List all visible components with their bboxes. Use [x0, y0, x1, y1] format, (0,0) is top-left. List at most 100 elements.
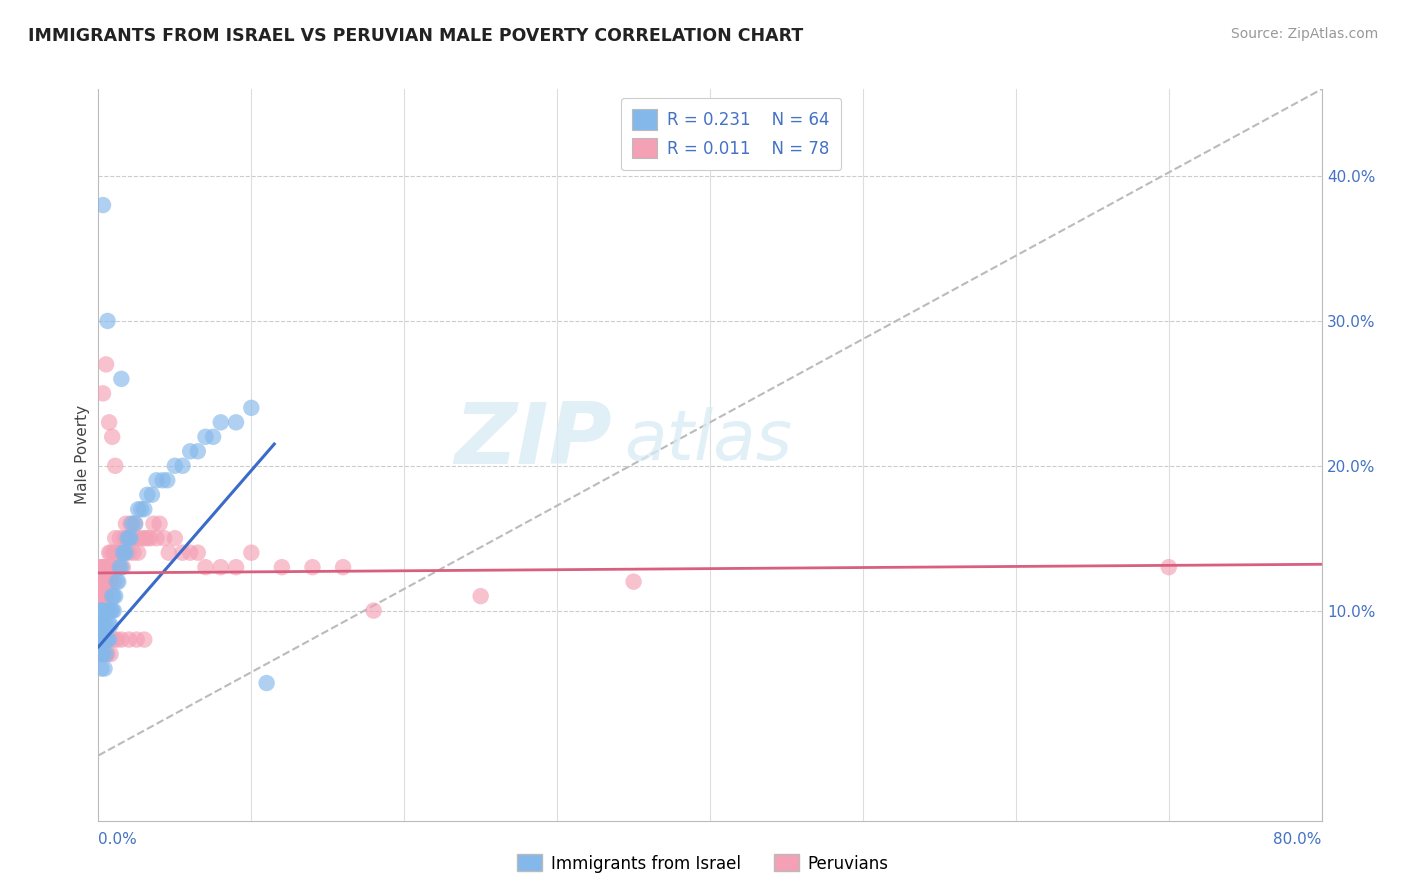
Point [111, 546, 134, 560]
Point [103, 546, 125, 560]
Point [91, 589, 114, 603]
Point [94, 574, 117, 589]
Text: Source: ZipAtlas.com: Source: ZipAtlas.com [1230, 27, 1378, 41]
Point [141, 488, 163, 502]
Point [127, 546, 149, 560]
Point [90, 647, 112, 661]
Point [107, 574, 129, 589]
Point [90, 662, 112, 676]
Point [209, 415, 232, 429]
Point [142, 516, 165, 531]
Point [103, 589, 125, 603]
Point [125, 632, 148, 647]
Point [94, 647, 117, 661]
Point [98, 618, 121, 632]
Point [94, 589, 117, 603]
Point [91, 560, 114, 574]
Point [139, 531, 162, 545]
Point [93, 574, 115, 589]
Point [209, 560, 232, 574]
Point [115, 516, 138, 531]
Point [91, 632, 114, 647]
Point [156, 473, 179, 487]
Point [97, 574, 120, 589]
Point [187, 444, 209, 458]
Point [104, 589, 127, 603]
Point [194, 430, 217, 444]
Point [103, 574, 125, 589]
Point [202, 430, 225, 444]
Point [112, 546, 135, 560]
Point [470, 589, 492, 603]
Point [90, 574, 112, 589]
Point [107, 560, 129, 574]
Point [136, 488, 159, 502]
Point [110, 632, 132, 647]
Point [110, 560, 132, 574]
Point [94, 618, 117, 632]
Text: IMMIGRANTS FROM ISRAEL VS PERUVIAN MALE POVERTY CORRELATION CHART: IMMIGRANTS FROM ISRAEL VS PERUVIAN MALE … [28, 27, 803, 45]
Point [623, 574, 645, 589]
Point [93, 662, 115, 676]
Point [134, 632, 156, 647]
Point [118, 632, 141, 647]
Point [93, 618, 115, 632]
Point [256, 676, 278, 690]
Point [152, 473, 174, 487]
Point [194, 560, 217, 574]
Point [179, 546, 201, 560]
Legend: Immigrants from Israel, Peruvians: Immigrants from Israel, Peruvians [510, 847, 896, 880]
Point [136, 531, 159, 545]
Point [91, 604, 114, 618]
Point [270, 560, 292, 574]
Text: 0.0%: 0.0% [98, 832, 138, 847]
Point [108, 560, 131, 574]
Point [110, 546, 132, 560]
Point [91, 574, 114, 589]
Point [100, 574, 122, 589]
Point [103, 632, 125, 647]
Point [91, 618, 114, 632]
Point [225, 560, 247, 574]
Point [363, 604, 385, 618]
Point [100, 618, 122, 632]
Point [94, 358, 117, 372]
Point [89, 604, 111, 618]
Text: 80.0%: 80.0% [1274, 832, 1322, 847]
Text: atlas: atlas [624, 407, 793, 474]
Point [97, 314, 120, 328]
Point [93, 560, 115, 574]
Point [91, 198, 114, 212]
Point [100, 604, 122, 618]
Point [105, 574, 128, 589]
Point [101, 589, 124, 603]
Point [100, 546, 122, 560]
Point [187, 546, 209, 560]
Point [89, 574, 111, 589]
Point [115, 546, 138, 560]
Point [134, 502, 156, 516]
Point [90, 604, 112, 618]
Point [117, 531, 139, 545]
Point [89, 632, 111, 647]
Point [93, 647, 115, 661]
Point [332, 560, 354, 574]
Point [103, 604, 125, 618]
Point [134, 531, 156, 545]
Point [120, 516, 142, 531]
Point [104, 531, 127, 545]
Point [90, 632, 112, 647]
Point [145, 531, 167, 545]
Point [120, 531, 142, 545]
Point [121, 516, 143, 531]
Point [108, 531, 131, 545]
Point [240, 401, 263, 415]
Point [93, 632, 115, 647]
Point [157, 546, 180, 560]
Point [89, 560, 111, 574]
Point [125, 531, 148, 545]
Point [110, 372, 132, 386]
Point [90, 618, 112, 632]
Point [118, 546, 141, 560]
Point [145, 473, 167, 487]
